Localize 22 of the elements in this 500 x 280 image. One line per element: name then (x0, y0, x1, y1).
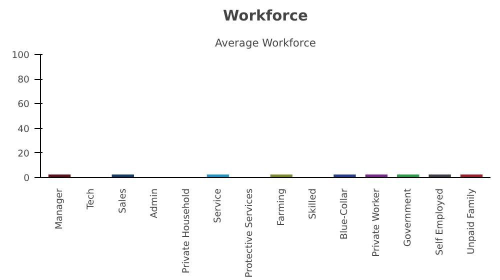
chart-title: Workforce (223, 8, 308, 24)
x-tick-label: Government (402, 188, 414, 247)
x-tick-label: Farming (276, 188, 287, 226)
x-tick-label: Private Worker (370, 188, 382, 257)
y-tick-label: 20 (18, 148, 30, 160)
y-tick-label: 80 (18, 74, 30, 86)
x-tick-label: Self Employed (434, 188, 446, 256)
x-tick-label: Unpaid Family (466, 188, 477, 254)
x-tick-label: Service (212, 188, 224, 223)
x-tick-label: Tech (86, 188, 97, 210)
x-tick-label: Admin (149, 188, 160, 218)
x-tick-label: Private Household (180, 188, 192, 274)
x-tick-label: Manager (54, 188, 66, 230)
x-tick-label: Sales (117, 188, 128, 214)
y-tick-label: 100 (12, 50, 30, 61)
y-tick-label: 40 (18, 124, 30, 135)
y-tick-label: 60 (18, 99, 30, 110)
chart-subtitle: Average Workforce (215, 36, 316, 50)
y-tick-label: 0 (24, 173, 30, 184)
x-tick-label: Blue-Collar (339, 188, 350, 240)
x-tick-label: Skilled (308, 188, 319, 220)
x-tick-label: Protective Services (244, 188, 256, 278)
